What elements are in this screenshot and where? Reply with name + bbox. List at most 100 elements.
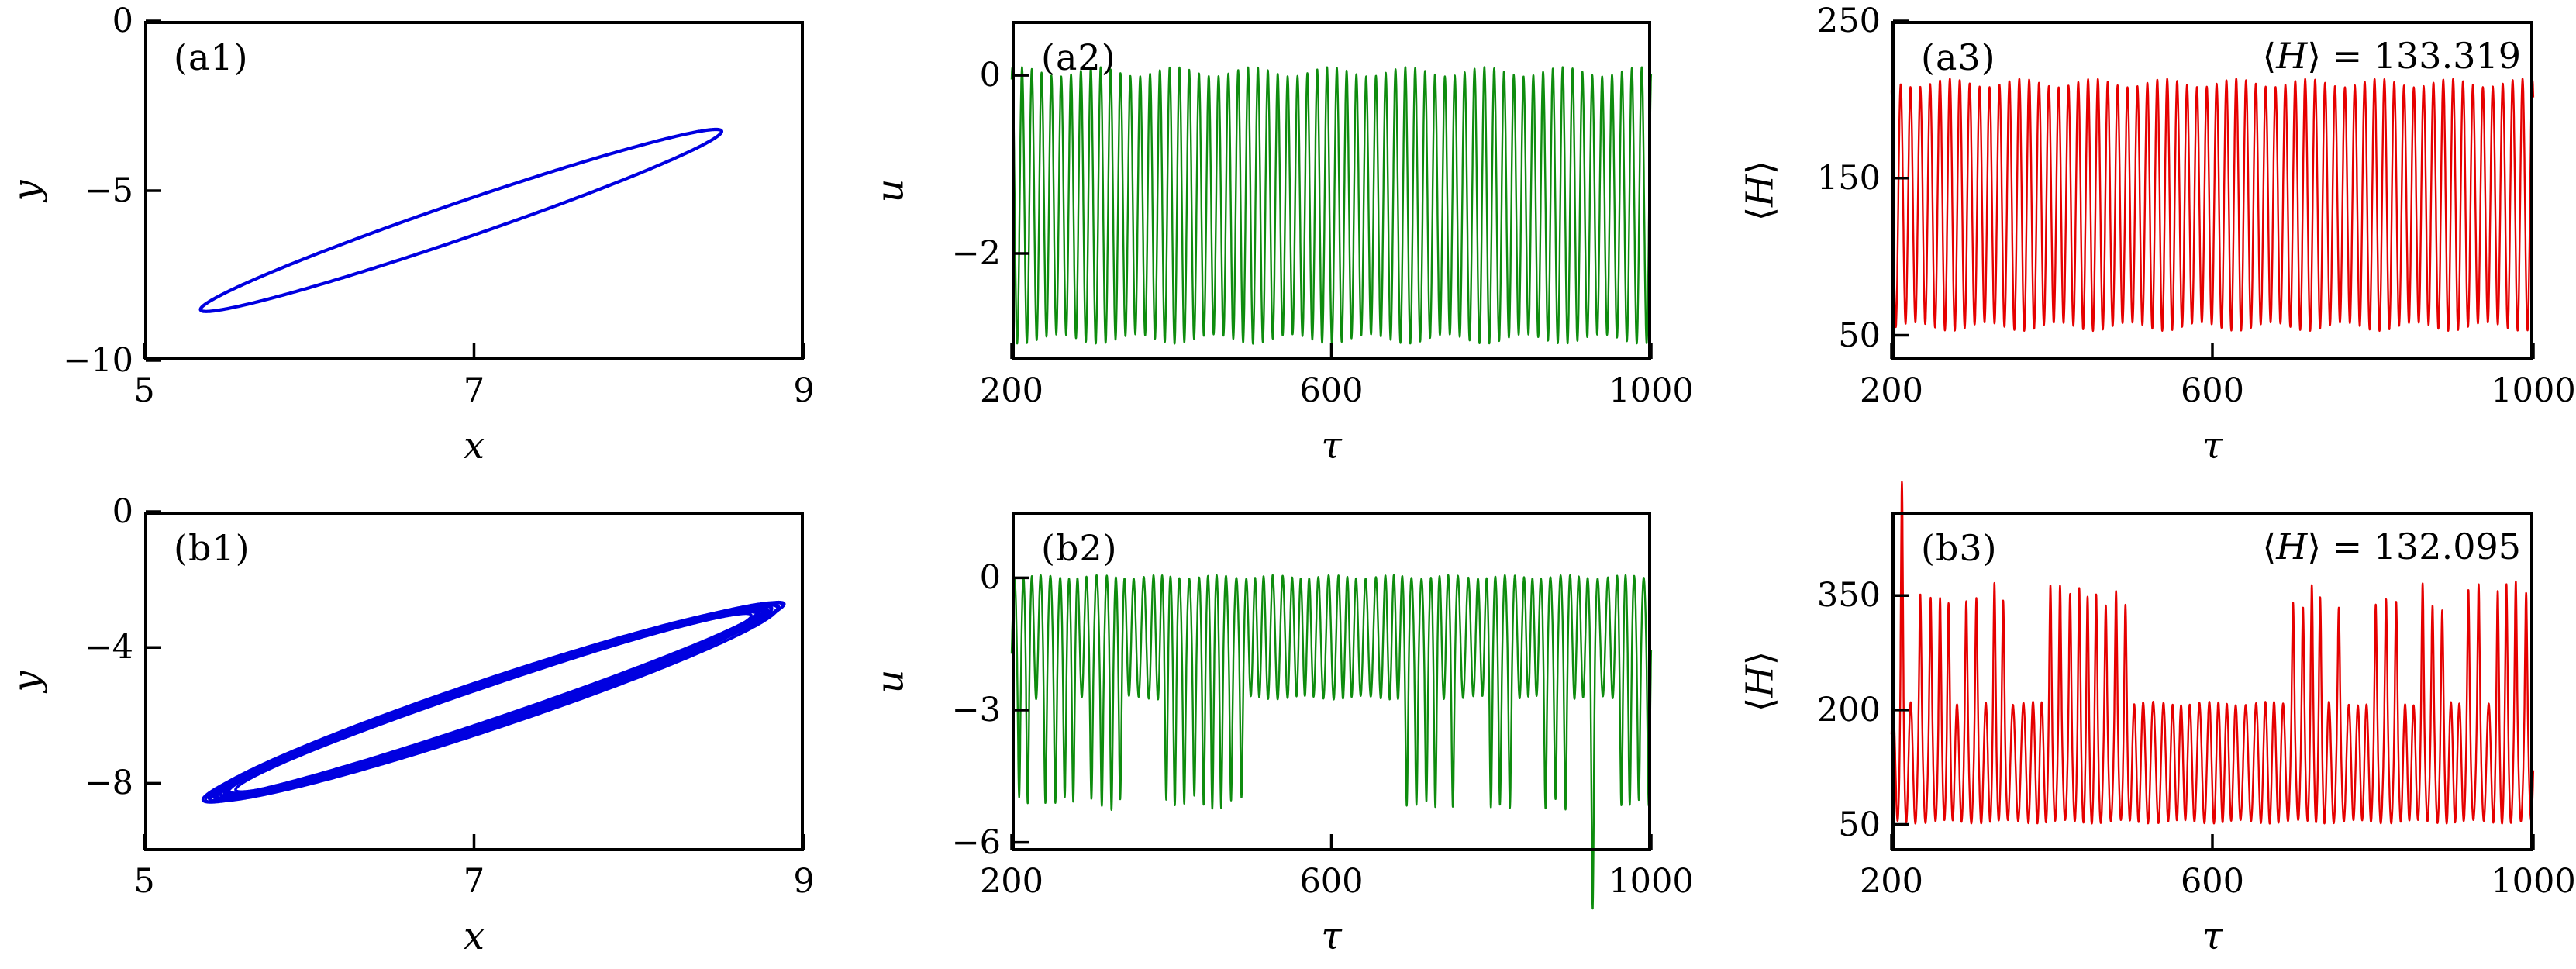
y-axis-title-a2: u bbox=[865, 21, 915, 360]
y-axis-title-text: u bbox=[867, 178, 912, 203]
y-tick-label: 0 bbox=[112, 2, 133, 40]
mean-h-value: = 133.319 bbox=[2320, 35, 2521, 77]
phase-plot-b1 bbox=[143, 510, 805, 851]
x-tick-label: 9 bbox=[793, 862, 815, 901]
panel-label-a3: (a3) bbox=[1921, 36, 1996, 78]
panel-b2: (b2) τ u 200 600 1000 0 −3 −6 bbox=[868, 512, 1694, 958]
y-axis-title-text: u bbox=[867, 669, 912, 694]
y-tick-label: −6 bbox=[951, 822, 1001, 862]
y-axis-title-a3: ⟨H⟩ bbox=[1735, 21, 1785, 360]
phase-loop bbox=[212, 605, 774, 801]
x-axis-title-text: τ bbox=[1321, 915, 1342, 958]
phase-loop bbox=[204, 600, 786, 803]
right-angle-bracket: ⟩ bbox=[2307, 526, 2321, 567]
x-tick-label: 200 bbox=[979, 862, 1044, 901]
x-axis-title-text: τ bbox=[2202, 424, 2223, 467]
x-tick-label: 5 bbox=[133, 862, 155, 901]
y-tick-label: 350 bbox=[1816, 576, 1881, 616]
x-tick-label: 600 bbox=[2180, 371, 2245, 410]
panel-b3: (b3) ⟨H⟩ = 132.095 τ ⟨H⟩ 200 600 1000 350 20… bbox=[1738, 481, 2576, 958]
u-timeseries-plot-b2 bbox=[1010, 512, 1653, 910]
y-axis-title-text: H bbox=[1738, 665, 1782, 698]
y-axis-title-a1: y bbox=[2, 21, 52, 360]
mean-h-value: = 132.095 bbox=[2320, 526, 2521, 567]
x-tick-label: 600 bbox=[1299, 862, 1364, 901]
x-tick-label: 1000 bbox=[1609, 862, 1694, 901]
y-tick-label: −5 bbox=[84, 171, 133, 210]
phase-loop bbox=[219, 606, 767, 798]
panel-a3: (a3) ⟨H⟩ = 133.319 τ ⟨H⟩ 200 600 1000 250 15… bbox=[1738, 2, 2576, 467]
y-tick-label: 250 bbox=[1816, 2, 1881, 40]
right-angle-bracket: ⟩ bbox=[2307, 36, 2321, 77]
panel-a2: (a2) τ u 200 600 1000 0 −2 bbox=[868, 21, 1694, 467]
panel-label-b1: (b1) bbox=[174, 527, 250, 569]
x-axis-title-text: x bbox=[463, 915, 485, 958]
phase-loop bbox=[223, 608, 767, 798]
y-tick-label: 50 bbox=[1838, 316, 1881, 355]
x-axis-title-b1: x bbox=[144, 915, 804, 958]
y-axis-title-b1: y bbox=[2, 512, 52, 851]
phase-loop bbox=[227, 610, 759, 796]
u-timeseries-plot-a2 bbox=[1010, 21, 1653, 360]
x-axis-title-a2: τ bbox=[1012, 424, 1651, 467]
y-tick-label: 0 bbox=[979, 56, 1001, 95]
x-tick-label: 1000 bbox=[2491, 862, 2576, 901]
phase-loop bbox=[234, 612, 753, 793]
series-line bbox=[1010, 574, 1653, 910]
phase-loop bbox=[222, 608, 764, 797]
x-axis-title-b2: τ bbox=[1012, 915, 1651, 958]
series-line bbox=[1010, 66, 1653, 345]
phase-loop bbox=[208, 602, 781, 802]
x-tick-label: 9 bbox=[793, 371, 815, 410]
y-tick-label: 0 bbox=[112, 492, 133, 531]
y-axis-title-b2: u bbox=[865, 512, 915, 851]
right-angle-bracket: ⟩ bbox=[1739, 160, 1782, 175]
panel-label-a2: (a2) bbox=[1041, 36, 1116, 78]
x-tick-label: 1000 bbox=[2491, 371, 2576, 410]
mean-h-annotation-b3: ⟨H⟩ = 132.095 bbox=[2263, 526, 2521, 567]
panel-a1: (a1) x y 5 7 9 0 −5 −10 bbox=[5, 2, 815, 467]
y-tick-label: −10 bbox=[63, 341, 133, 380]
panel-label-b2: (b2) bbox=[1041, 527, 1118, 569]
panel-label-b3: (b3) bbox=[1921, 527, 1998, 569]
phase-loop bbox=[226, 609, 758, 795]
phase-plot-a1 bbox=[143, 19, 805, 362]
x-axis-title-text: x bbox=[463, 424, 485, 467]
y-tick-label: −4 bbox=[84, 628, 133, 667]
h-timeseries-plot-a3 bbox=[1890, 19, 2535, 360]
phase-loop bbox=[223, 608, 762, 796]
x-tick-label: 200 bbox=[979, 371, 1044, 410]
phase-loop bbox=[223, 608, 764, 797]
panel-b1: (b1) x y 5 7 9 0 −4 −8 bbox=[5, 492, 815, 958]
left-angle-bracket: ⟨ bbox=[1739, 697, 1782, 712]
x-tick-label: 200 bbox=[1859, 862, 1924, 901]
h-timeseries-plot-b3 bbox=[1890, 481, 2535, 851]
h-symbol: H bbox=[2276, 35, 2308, 77]
phase-loop bbox=[219, 607, 765, 798]
y-tick-label: −8 bbox=[84, 764, 133, 803]
x-axis-title-b3: τ bbox=[1891, 915, 2533, 958]
mean-h-annotation-a3: ⟨H⟩ = 133.319 bbox=[2263, 35, 2521, 77]
y-tick-label: 200 bbox=[1816, 690, 1881, 729]
phase-loop bbox=[198, 127, 724, 313]
phase-loop bbox=[225, 609, 760, 796]
phase-loop bbox=[223, 609, 765, 798]
x-axis-title-a3: τ bbox=[1891, 424, 2533, 467]
y-tick-label: 0 bbox=[979, 558, 1001, 598]
panel-label-a1: (a1) bbox=[174, 36, 249, 78]
series-line bbox=[1890, 481, 2535, 825]
y-axis-title-text: H bbox=[1738, 174, 1782, 207]
phase-loop bbox=[226, 609, 764, 796]
y-axis-title-text: y bbox=[5, 180, 49, 202]
x-axis-title-text: τ bbox=[2202, 915, 2223, 958]
phase-loop bbox=[201, 601, 784, 804]
left-angle-bracket: ⟨ bbox=[2262, 526, 2277, 567]
phase-loop bbox=[216, 605, 773, 799]
phase-loop bbox=[207, 603, 779, 803]
phase-loop bbox=[219, 606, 770, 798]
y-tick-label: −3 bbox=[951, 690, 1001, 729]
right-angle-bracket: ⟩ bbox=[1739, 650, 1782, 666]
x-tick-label: 7 bbox=[463, 862, 485, 901]
y-axis-title-text: y bbox=[5, 671, 49, 692]
series-line bbox=[1890, 78, 2535, 333]
